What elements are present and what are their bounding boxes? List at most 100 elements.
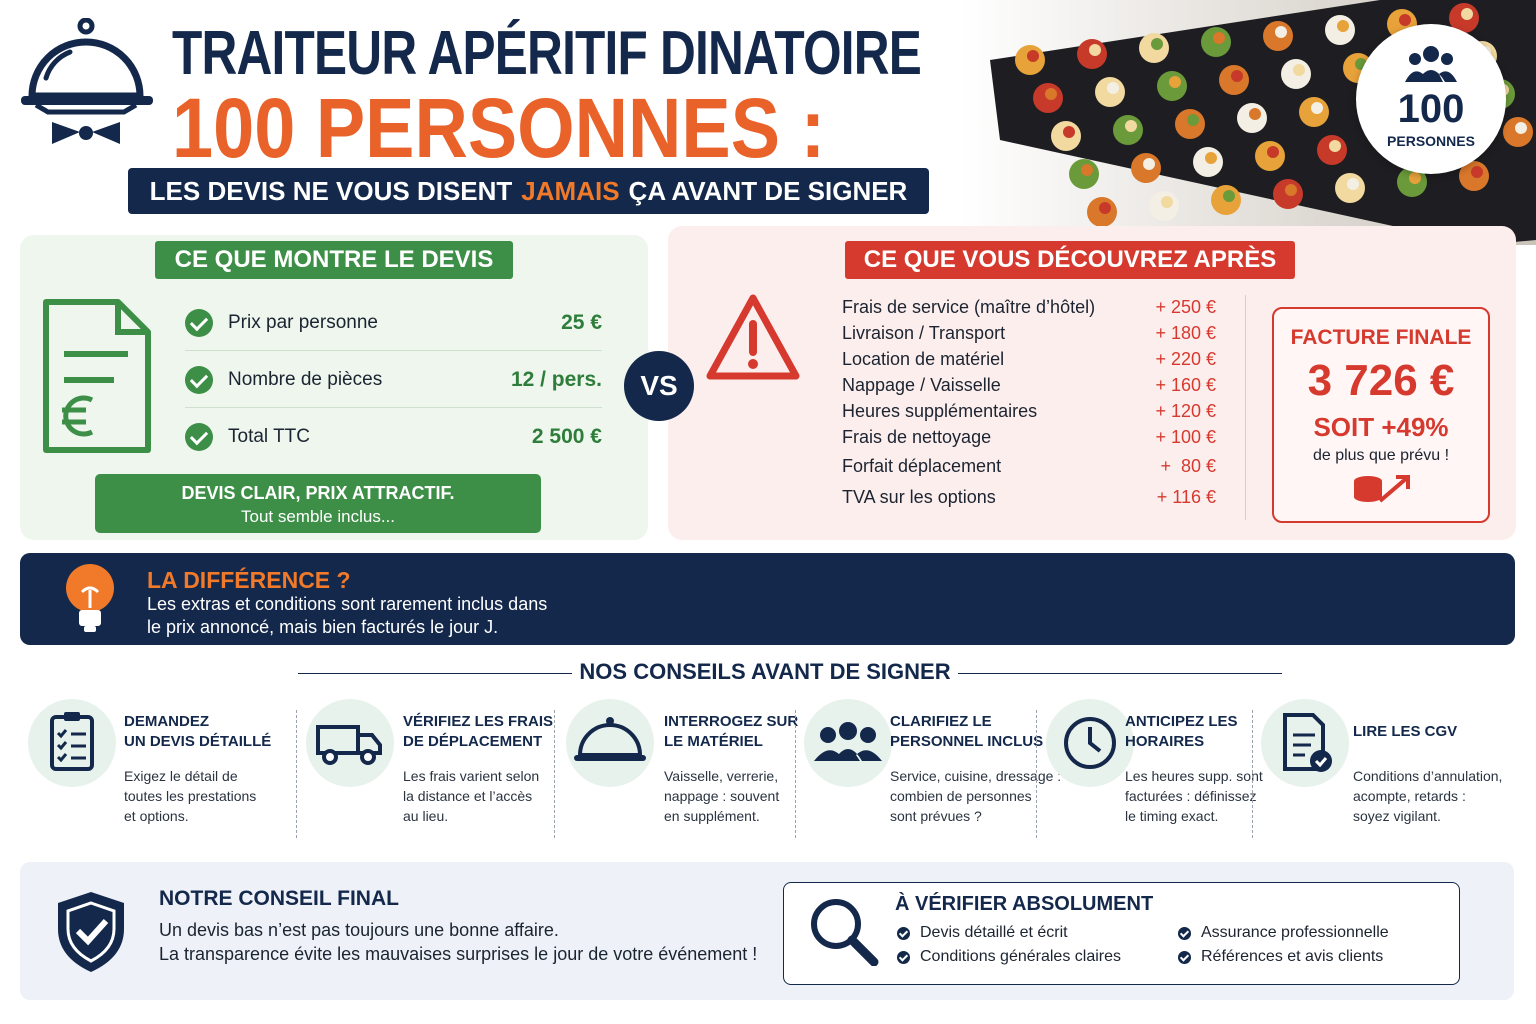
food-topping (1329, 140, 1341, 152)
card-icon-graphic (1064, 717, 1116, 769)
subtitle-highlight: JAMAIS (521, 175, 620, 206)
extra-item: Heures supplémentaires + 120 € (842, 401, 1216, 422)
devis-heading: CE QUE MONTRE LE DEVIS (155, 241, 513, 279)
extra-value: + 80 € (1160, 456, 1216, 476)
verifier-item: Références et avis clients (1178, 948, 1383, 966)
row-label: Nombre de pièces (228, 368, 383, 390)
card-title: LE MATÉRIEL (664, 733, 763, 750)
check-icon (185, 365, 213, 394)
food-topping (1169, 76, 1181, 88)
food-topping (1293, 64, 1305, 76)
card-line: Vaisselle, verrerie, (664, 768, 779, 784)
card-line: Conditions d’annulation, (1353, 768, 1503, 784)
food-topping (1045, 88, 1057, 100)
cloche-icon (21, 18, 153, 144)
check-icon (185, 308, 213, 337)
row-value: 2 500 € (531, 425, 602, 448)
food-topping (1399, 14, 1411, 26)
row-value: 12 / pers. (510, 367, 602, 391)
food-topping (1081, 164, 1093, 176)
subtitle-text: LES DEVIS NE VOUS DISENT (149, 175, 513, 206)
card-icon-graphic (316, 725, 382, 765)
food-topping (1515, 122, 1527, 134)
card-divider (1252, 710, 1253, 838)
check-dot (1178, 926, 1191, 940)
verifier-box (783, 882, 1460, 985)
final-line: La transparence évite les mauvaises surp… (159, 944, 758, 964)
extra-label: Nappage / Vaisselle (842, 375, 1001, 395)
card-icon (804, 699, 892, 787)
extra-value: + 220 € (1155, 349, 1216, 369)
document-icon (43, 299, 151, 453)
card-text: VÉRIFIEZ LES FRAIS DE DÉPLACEMENT Les frai… (403, 712, 553, 826)
people-icon (1405, 46, 1457, 82)
bulb-icon (66, 564, 114, 632)
card-text: ANTICIPEZ LES HORAIRES Les heures supp. so… (1125, 712, 1263, 826)
divider (1245, 295, 1246, 520)
extra-item: Location de matériel + 220 € (842, 349, 1216, 370)
devis-row: Total TTC 2 500 € (185, 409, 602, 465)
card-divider (296, 710, 297, 838)
extra-value: + 120 € (1155, 401, 1216, 421)
badge-number: 100 (1397, 87, 1465, 131)
extra-item: TVA sur les options + 116 € (842, 487, 1216, 508)
food-topping (1267, 146, 1279, 158)
difference-text: Les extras et conditions sont rarement i… (147, 594, 548, 614)
note-line: DEVIS CLAIR, PRIX ATTRACTIF. (181, 483, 455, 503)
food-topping (1337, 20, 1349, 32)
food-topping (1205, 152, 1217, 164)
food-topping (1461, 8, 1473, 20)
card-line: Service, cuisine, dressage : (890, 768, 1062, 784)
devis-note: DEVIS CLAIR, PRIX ATTRACTIF. Tout semble… (95, 474, 541, 533)
extra-item: Nappage / Vaisselle + 160 € (842, 375, 1216, 396)
title-line1: TRAITEUR APÉRITIF DINATOIRE (172, 19, 922, 88)
card-line: combien de personnes (890, 788, 1032, 804)
verifier-title: À VÉRIFIER ABSOLUMENT (895, 893, 1154, 915)
check-icon (185, 423, 213, 451)
card-line: au lieu. (403, 808, 449, 824)
card-line: sont prévues ? (890, 808, 982, 824)
food-topping (1143, 158, 1155, 170)
extra-label: Forfait déplacement (842, 456, 1002, 476)
card-icon (1261, 699, 1349, 787)
card-divider (554, 710, 555, 838)
check-dot (897, 926, 910, 940)
food-topping (1125, 120, 1137, 132)
magnifier-icon (811, 899, 879, 966)
extra-value: + 250 € (1155, 297, 1216, 317)
food-topping (1027, 50, 1039, 62)
card-line: en supplément. (664, 808, 760, 824)
subtitle-band: LES DEVIS NE VOUS DISENT JAMAIS ÇA AVANT… (128, 168, 929, 214)
final-invoice: FACTURE FINALE 3 726 € SOIT +49% de plus… (1272, 307, 1490, 523)
row-label: Total TTC (228, 426, 311, 447)
conseils-heading: NOS CONSEILS AVANT DE SIGNER (579, 659, 951, 684)
badge-label: PERSONNES (1387, 133, 1475, 149)
extra-item: Livraison / Transport + 180 € (842, 323, 1216, 344)
subtitle-text: ÇA AVANT DE SIGNER (628, 175, 908, 206)
warning-icon (706, 294, 800, 380)
card-title: UN DEVIS DÉTAILLÉ (124, 733, 272, 750)
food-topping (1161, 196, 1173, 208)
coins-icon (1354, 475, 1410, 503)
card-divider (1036, 710, 1037, 838)
badge: 100 PERSONNES (1356, 24, 1506, 174)
food-topping (1063, 126, 1075, 138)
card-text: CLARIFIEZ LE PERSONNEL INCLUS Service, cui… (890, 712, 1061, 826)
card-title: DEMANDEZ (124, 713, 209, 730)
extra-value: + 180 € (1155, 323, 1216, 343)
card-icon (566, 699, 654, 787)
card-icon-graphic (50, 712, 94, 771)
food-topping (1285, 184, 1297, 196)
verifier-label: Assurance professionnelle (1201, 924, 1389, 941)
shield-icon (58, 892, 124, 972)
extra-value: + 160 € (1155, 375, 1216, 395)
check-dot (897, 950, 910, 964)
card-title: PERSONNEL INCLUS (890, 733, 1044, 750)
card-line: nappage : souvent (664, 788, 780, 804)
card-line: soyez vigilant. (1353, 808, 1441, 824)
card-body: Les frais varient selon la distance et l’… (403, 766, 553, 826)
row-label: Prix par personne (228, 311, 378, 333)
extra-value: + 116 € (1156, 487, 1216, 507)
invoice-amount: 3 726 € (1307, 356, 1455, 405)
card-divider (795, 710, 796, 838)
